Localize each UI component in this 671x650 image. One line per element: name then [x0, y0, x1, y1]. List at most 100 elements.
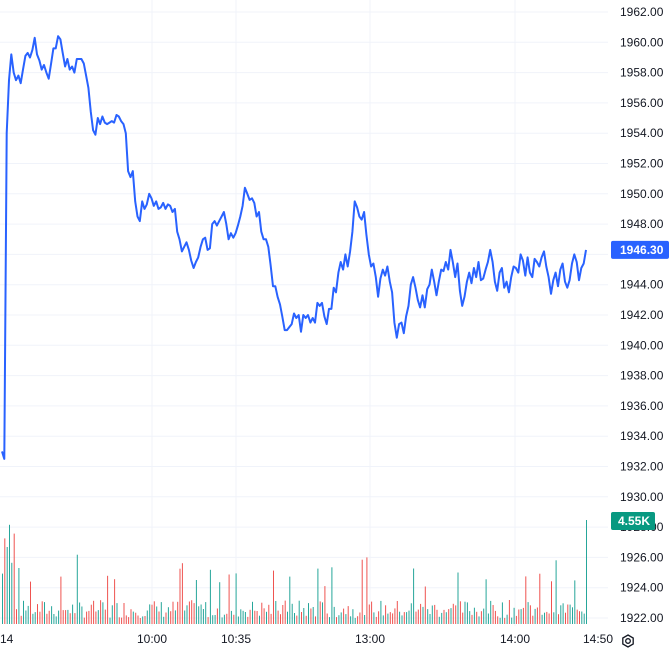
volume-bar	[221, 617, 223, 624]
volume-bar	[539, 573, 541, 624]
volume-bar	[242, 610, 244, 624]
volume-bar	[280, 614, 281, 624]
volume-bars	[2, 520, 587, 624]
volume-bar	[443, 609, 445, 624]
volume-bar	[181, 563, 183, 624]
volume-bar	[13, 533, 15, 624]
volume-bar	[476, 611, 478, 624]
volume-bar	[65, 610, 67, 624]
volume-bar	[58, 610, 60, 624]
volume-bar	[273, 570, 274, 624]
volume-bar	[324, 586, 326, 624]
volume-bar	[149, 604, 151, 624]
volume-bar	[415, 611, 417, 624]
volume-bar	[193, 603, 195, 624]
badges: 1946.30 4.55K	[611, 240, 669, 530]
volume-bar	[34, 612, 36, 624]
volume-bar	[436, 609, 438, 624]
volume-bar	[322, 602, 323, 624]
volume-bar	[562, 603, 564, 624]
volume-bar	[448, 609, 450, 624]
volume-bar	[389, 612, 391, 624]
last-price-label: 1946.30	[620, 243, 664, 257]
y-axis[interactable]: 1962.00 1960.00 1958.00 1956.00 1954.00 1952.…	[620, 5, 664, 625]
volume-bar	[230, 610, 232, 624]
volume-bar	[527, 602, 529, 624]
volume-bar	[102, 602, 104, 624]
volume-bar	[333, 606, 335, 624]
volume-bar	[298, 600, 300, 624]
volume-bar	[88, 610, 90, 624]
volume-bar	[132, 611, 134, 624]
x-tick-label: 10:35	[221, 632, 251, 646]
volume-bar	[574, 580, 576, 624]
volume-bar	[308, 603, 309, 624]
volume-bar	[90, 604, 92, 624]
volume-bar	[497, 616, 499, 624]
volume-bar	[55, 616, 57, 624]
volume-bar	[378, 611, 380, 624]
volume-bar	[291, 603, 293, 624]
x-tick-label: 10:00	[137, 632, 167, 646]
volume-bar	[46, 613, 48, 624]
volume-bar	[520, 609, 522, 624]
volume-bar	[380, 600, 382, 624]
volume-bar	[441, 612, 443, 624]
volume-bar	[375, 616, 377, 624]
volume-bar	[445, 612, 447, 624]
volume-bar	[462, 612, 464, 624]
x-tick-label: 14:00	[500, 632, 530, 646]
y-tick-label: 1950.00	[620, 187, 664, 201]
volume-bar	[506, 614, 508, 624]
volume-bar	[44, 602, 45, 624]
volume-bar	[202, 609, 204, 624]
volume-bar	[420, 603, 422, 624]
volume-bar	[252, 601, 253, 624]
volume-bar	[195, 580, 197, 624]
volume-bar	[406, 612, 408, 624]
volume-bar	[553, 612, 555, 624]
volume-bar	[518, 609, 520, 624]
volume-bar	[237, 616, 239, 624]
volume-bar	[81, 606, 83, 624]
volume-bar	[165, 612, 167, 624]
settings-gear-icon[interactable]	[622, 634, 634, 648]
volume-label: 4.55K	[618, 514, 650, 528]
volume-bar	[20, 615, 22, 624]
volume-bar	[163, 616, 165, 624]
volume-bar	[60, 576, 62, 624]
volume-bar	[296, 615, 298, 624]
volume-bar	[329, 617, 330, 624]
volume-bar	[392, 613, 394, 624]
volume-bar	[263, 608, 265, 624]
volume-bar	[345, 614, 347, 624]
volume-bar	[544, 612, 545, 624]
volume-bar	[586, 520, 587, 624]
volume-bar	[287, 611, 288, 624]
volume-bar	[319, 601, 321, 624]
volume-bar	[282, 605, 284, 624]
x-tick-label: 14	[0, 632, 14, 646]
volume-bar	[240, 609, 242, 624]
volume-bar	[583, 613, 585, 624]
volume-bar	[431, 605, 433, 624]
volume-bar	[156, 606, 158, 624]
volume-bar	[270, 613, 272, 624]
y-tick-label: 1962.00	[620, 5, 664, 19]
x-axis[interactable]: 14 10:00 10:35 13:00 14:00 14:50	[0, 632, 613, 646]
volume-bar	[525, 576, 527, 624]
volume-bar	[312, 607, 314, 624]
last-price-badge: 1946.30	[611, 240, 669, 259]
volume-bar	[303, 608, 305, 624]
volume-bar	[2, 573, 3, 624]
volume-bar	[223, 614, 225, 624]
volume-bar	[179, 568, 181, 624]
volume-bar	[317, 568, 319, 624]
volume-bar	[170, 611, 172, 624]
volume-bar	[142, 616, 144, 624]
volume-bar	[555, 560, 557, 624]
volume-bar	[16, 609, 17, 624]
volume-bar	[541, 614, 543, 624]
volume-bar	[48, 610, 50, 624]
y-tick-label: 1932.00	[620, 460, 664, 474]
